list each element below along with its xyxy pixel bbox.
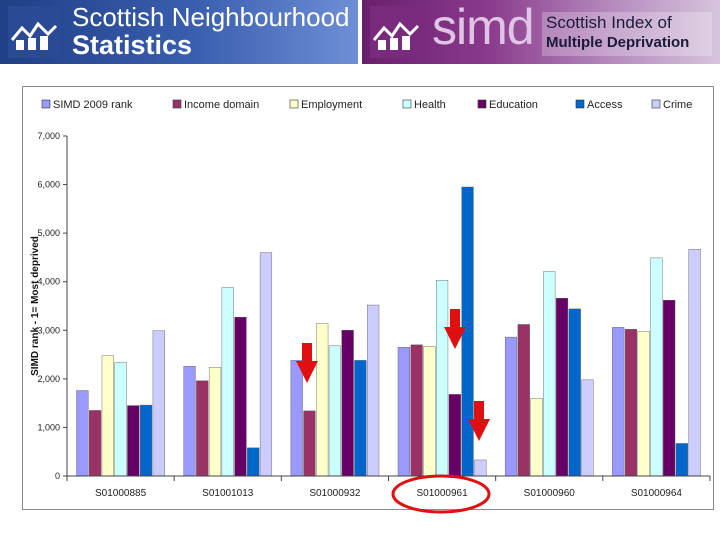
bar xyxy=(650,257,663,477)
bar xyxy=(517,324,530,477)
legend-swatch xyxy=(402,99,412,109)
house-logo-icon xyxy=(370,6,422,58)
y-tick-label: 1,000 xyxy=(37,422,60,432)
bar xyxy=(76,390,89,477)
y-axis: 0 1,000 2,000 3,000 4,000 5,000 6,000 7,000 xyxy=(37,131,68,481)
y-tick-label: 0 xyxy=(55,471,60,481)
x-category-label: S01000885 xyxy=(95,488,147,499)
bar xyxy=(196,380,209,477)
legend-swatch xyxy=(575,99,585,109)
legend-swatch xyxy=(289,99,299,109)
bar xyxy=(688,248,701,477)
y-tick-label: 2,000 xyxy=(37,374,60,384)
down-arrow-icon xyxy=(444,309,466,349)
brand-line-2: Statistics xyxy=(72,30,193,61)
x-category-label: S01000960 xyxy=(524,488,576,499)
bar xyxy=(247,447,260,477)
brand-scottish-index: Scottish Index of Multiple Deprivation xyxy=(542,12,712,56)
bar xyxy=(504,336,518,477)
bar xyxy=(328,345,341,477)
brand-scottish-neighbourhood-statistics: Scottish Neighbourhood Statistics xyxy=(72,2,350,61)
chart-legend: SIMD 2009 rank Income domain Employment Hea… xyxy=(41,99,692,111)
bar xyxy=(474,459,487,477)
bar xyxy=(367,304,380,477)
legend-swatch xyxy=(477,99,487,109)
y-axis-label: SIMD rank - 1= Most deprived xyxy=(30,236,41,376)
bar xyxy=(316,323,329,477)
simd-wordmark: simd xyxy=(432,0,535,55)
down-arrow-icon xyxy=(296,343,318,383)
bar xyxy=(448,394,461,477)
bar xyxy=(423,346,436,477)
bar xyxy=(354,360,367,477)
y-tick-label: 6,000 xyxy=(37,180,60,190)
x-category-label: S01001013 xyxy=(202,488,254,499)
legend-label: Education xyxy=(489,99,538,111)
bar xyxy=(114,362,127,477)
bar xyxy=(663,299,676,477)
legend-label: Employment xyxy=(301,99,362,111)
bar xyxy=(89,410,102,477)
bar xyxy=(183,366,196,477)
bar xyxy=(290,360,303,477)
legend-label: Income domain xyxy=(184,99,259,111)
legend-label: Health xyxy=(414,99,446,111)
x-category-label: S01000932 xyxy=(309,488,361,499)
bar xyxy=(543,271,556,477)
y-tick-label: 7,000 xyxy=(37,131,60,141)
y-tick-label: 4,000 xyxy=(37,277,60,287)
legend-swatch xyxy=(651,99,661,109)
legend-label: SIMD 2009 rank xyxy=(53,99,133,111)
brand-line-1: Scottish Neighbourhood xyxy=(72,2,350,32)
bar xyxy=(101,355,114,477)
bar xyxy=(208,367,222,477)
legend-label: Crime xyxy=(663,99,692,111)
brand-right-line-2: Multiple Deprivation xyxy=(546,34,690,51)
bar xyxy=(624,329,638,477)
bar xyxy=(530,398,543,477)
bar xyxy=(152,330,165,477)
brand-right-line-1: Scottish Index of xyxy=(546,13,672,32)
x-category-label: S01000961 xyxy=(416,488,468,499)
bar xyxy=(139,404,153,477)
down-arrow-icon xyxy=(468,401,490,441)
bar xyxy=(568,308,581,477)
highlight-circle xyxy=(391,474,491,514)
bar xyxy=(612,327,625,477)
bar xyxy=(675,443,688,477)
x-category-label: S01000964 xyxy=(631,488,683,499)
legend-swatch xyxy=(41,99,51,109)
y-tick-label: 5,000 xyxy=(37,228,60,238)
legend-label: Access xyxy=(587,99,623,111)
bar xyxy=(127,405,140,477)
bars xyxy=(76,186,701,477)
x-axis: S01000885 S01001013 S01000932 S01000961 S010… xyxy=(66,475,711,499)
bar xyxy=(397,347,410,477)
bar xyxy=(637,331,650,477)
y-tick-label: 3,000 xyxy=(37,325,60,335)
bar xyxy=(581,379,594,477)
bar xyxy=(436,280,449,477)
bar xyxy=(259,252,273,477)
bar xyxy=(234,316,247,477)
bar xyxy=(555,298,569,477)
bar xyxy=(303,410,316,477)
bar xyxy=(410,344,423,477)
house-logo-icon xyxy=(8,6,60,58)
bar xyxy=(221,287,234,477)
bar xyxy=(341,330,354,477)
legend-swatch xyxy=(172,99,182,109)
